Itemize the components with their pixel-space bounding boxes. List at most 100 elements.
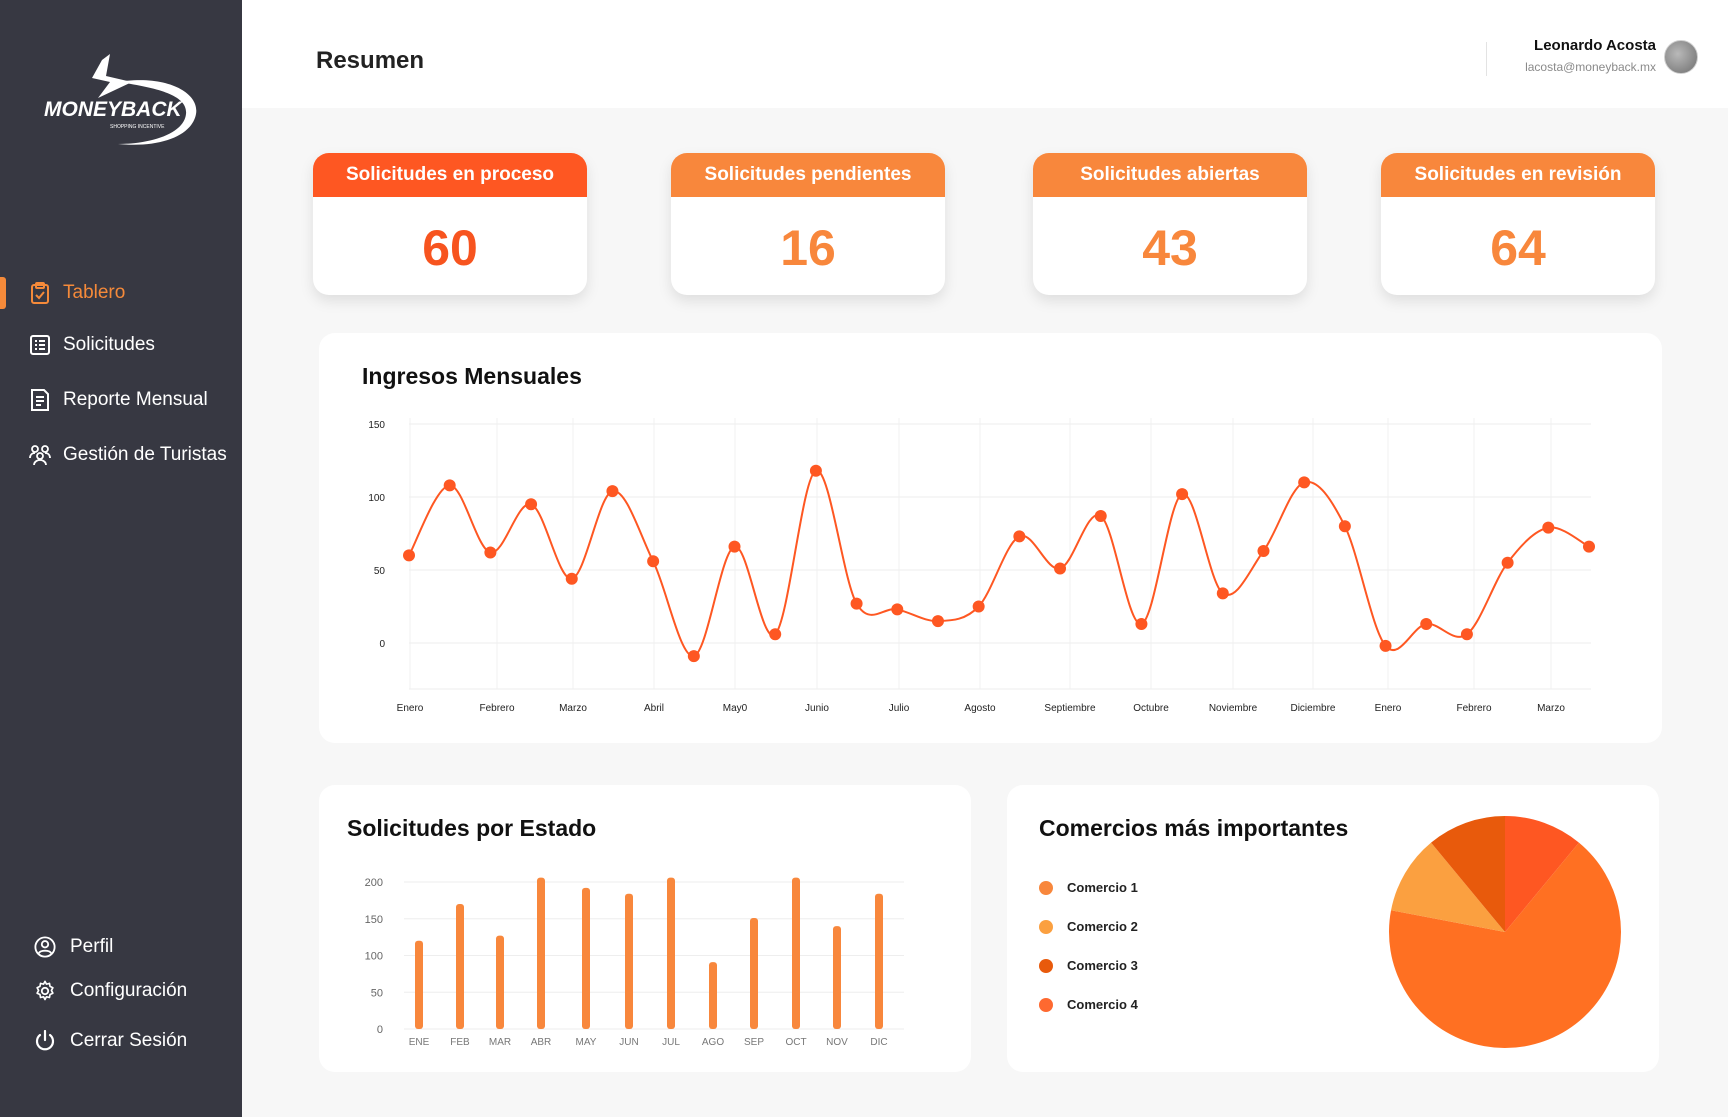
data-point: [891, 603, 904, 616]
sidebar-item-label: Configuración: [70, 980, 188, 1001]
sidebar-item-reporte-mensual[interactable]: Reporte Mensual: [0, 380, 242, 420]
data-point: [1176, 488, 1189, 501]
data-point: [687, 650, 700, 663]
data-point: [1135, 618, 1148, 631]
stat-card-value: 60: [422, 220, 478, 276]
legend-swatch: [1039, 919, 1053, 934]
sidebar-item-label: Perfil: [70, 936, 114, 957]
y-tick-label: 50: [374, 566, 386, 577]
x-tick-label: Septiembre: [1044, 703, 1096, 714]
legend-swatch: [1039, 880, 1053, 895]
top-header: Resumen Leonardo Acosta lacosta@moneybac…: [242, 0, 1728, 108]
stat-card-title: Solicitudes en proceso: [313, 153, 587, 197]
user-email: lacosta@moneyback.mx: [1525, 60, 1656, 74]
bar: [456, 904, 464, 1029]
stat-card-pendientes[interactable]: Solicitudes pendientes 16: [671, 153, 945, 295]
sidebar-item-gestion-turistas[interactable]: Gestión de Turistas: [0, 435, 242, 475]
x-tick-label: Enero: [1375, 703, 1402, 714]
data-point: [1257, 545, 1270, 558]
bar: [875, 893, 883, 1029]
data-point: [1501, 556, 1514, 569]
line-chart-title: Ingresos Mensuales: [362, 363, 582, 389]
x-tick-label: NOV: [826, 1037, 848, 1048]
legend-label: Comercio 1: [1067, 880, 1138, 895]
moneyback-logo[interactable]: MONEYBACK SHOPPING INCENTIVE: [40, 52, 205, 152]
stat-card-title: Solicitudes abiertas: [1033, 153, 1307, 197]
sidebar-item-label: Gestión de Turistas: [63, 444, 227, 465]
avatar[interactable]: [1664, 40, 1698, 74]
legend-item-comercio-4[interactable]: Comercio 4: [1039, 997, 1138, 1012]
series-line: [408, 469, 1590, 658]
x-tick-label: Marzo: [559, 703, 587, 714]
data-point: [484, 546, 497, 559]
sidebar: MONEYBACK SHOPPING INCENTIVE Tablero Sol…: [0, 0, 242, 1117]
header-divider: [1486, 42, 1487, 76]
comercios-importantes-panel: Comercios más importantes Comercio 1 Com…: [1007, 785, 1659, 1072]
x-tick-label: MAY: [576, 1037, 597, 1048]
clipboard-check-icon: [29, 282, 51, 304]
legend-swatch: [1039, 958, 1053, 973]
bar-chart: 200 150 100 50 0 ENE FEB MAR ABR MAY JUN JUL AGO SEP O…: [365, 877, 904, 1048]
power-icon: [34, 1030, 56, 1052]
bar: [833, 926, 841, 1029]
y-tick-label: 50: [371, 987, 383, 999]
svg-text:MONEYBACK: MONEYBACK: [44, 98, 184, 121]
stat-card-title: Solicitudes pendientes: [671, 153, 945, 197]
x-tick-label: Diciembre: [1290, 703, 1335, 714]
bar: [792, 877, 800, 1029]
sidebar-item-label: Reporte Mensual: [63, 389, 208, 410]
x-tick-label: Octubre: [1133, 703, 1169, 714]
sidebar-item-solicitudes[interactable]: Solicitudes: [0, 325, 242, 365]
stat-card-value: 16: [780, 220, 836, 276]
ingresos-mensuales-panel: Ingresos Mensuales 150 100 50 0 Enero Febrero…: [319, 333, 1662, 743]
stat-card-abiertas[interactable]: Solicitudes abiertas 43: [1033, 153, 1307, 295]
x-tick-label: Febrero: [1456, 703, 1491, 714]
legend-label: Comercio 4: [1067, 997, 1138, 1012]
x-tick-label: Febrero: [479, 703, 514, 714]
y-tick-label: 0: [377, 1024, 383, 1036]
sidebar-item-cerrar-sesion[interactable]: Cerrar Sesión: [0, 1021, 242, 1061]
x-tick-label: MAR: [489, 1037, 511, 1048]
data-point: [728, 540, 741, 553]
sidebar-item-configuracion[interactable]: Configuración: [0, 971, 242, 1011]
solicitudes-por-estado-panel: Solicitudes por Estado 200 150 100 50 0 ENE FE…: [319, 785, 971, 1072]
legend-swatch: [1039, 997, 1053, 1012]
bar-chart-title: Solicitudes por Estado: [347, 815, 597, 841]
legend-label: Comercio 3: [1067, 958, 1138, 973]
pie-slice: [1391, 842, 1505, 932]
report-icon: [29, 389, 51, 411]
data-point: [606, 485, 619, 498]
data-point: [1013, 530, 1026, 543]
data-point: [443, 479, 456, 492]
bar: [537, 877, 545, 1029]
user-name[interactable]: Leonardo Acosta: [1534, 37, 1656, 54]
legend-item-comercio-3[interactable]: Comercio 3: [1039, 958, 1138, 973]
data-point: [647, 555, 660, 568]
stat-card-en-revision[interactable]: Solicitudes en revisión 64: [1381, 153, 1655, 295]
data-point: [565, 572, 578, 585]
pie-slice: [1505, 816, 1579, 932]
data-point: [525, 498, 538, 511]
data-point: [972, 600, 985, 613]
pie-slice: [1389, 842, 1621, 1048]
x-tick-label: Julio: [889, 703, 910, 714]
bar: [625, 893, 633, 1029]
data-point: [850, 597, 863, 610]
data-point: [809, 464, 822, 477]
y-tick-label: 0: [379, 639, 385, 650]
sidebar-item-perfil[interactable]: Perfil: [0, 927, 242, 967]
x-tick-label: May0: [723, 703, 748, 714]
stat-card-en-proceso[interactable]: Solicitudes en proceso 60: [313, 153, 587, 295]
legend-item-comercio-1[interactable]: Comercio 1: [1039, 880, 1138, 895]
data-point: [1420, 618, 1433, 631]
stat-card-value: 43: [1142, 220, 1198, 276]
line-chart: 150 100 50 0 Enero Febrero Marzo Abril May0 Junio…: [368, 418, 1595, 714]
legend-item-comercio-2[interactable]: Comercio 2: [1039, 919, 1138, 934]
data-point: [931, 615, 944, 628]
data-point: [1460, 628, 1473, 641]
y-tick-label: 150: [365, 914, 383, 926]
data-point: [769, 628, 782, 641]
sidebar-item-tablero[interactable]: Tablero: [0, 273, 242, 313]
bar: [496, 935, 504, 1029]
pie-chart-title: Comercios más importantes: [1039, 815, 1349, 841]
